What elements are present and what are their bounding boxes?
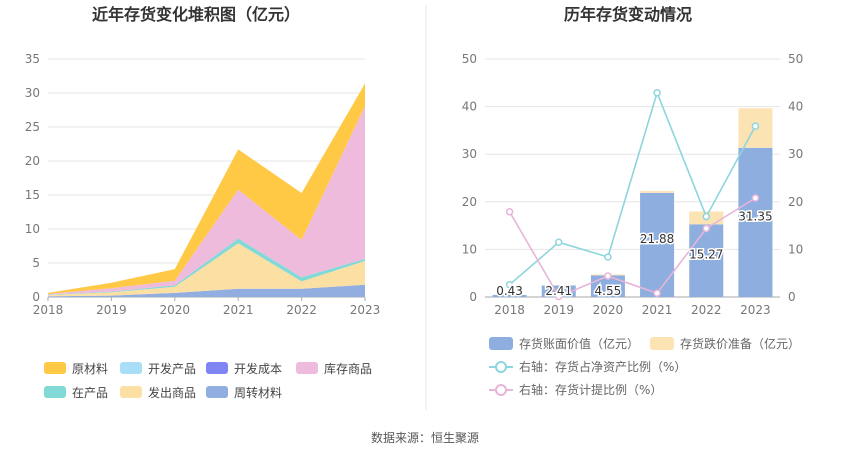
left-y-tick-label: 30 bbox=[25, 86, 40, 100]
right-y2-tick-label: 30 bbox=[788, 147, 803, 161]
line-net-asset-ratio bbox=[509, 90, 757, 286]
right-y2-tick-label: 20 bbox=[788, 195, 803, 209]
left-x-tick-label: 2018 bbox=[33, 303, 64, 317]
legend-label-impairment: 存货跌价准备（亿元） bbox=[680, 336, 800, 351]
left-legend-swatch bbox=[44, 386, 66, 398]
legend-swatch-impairment bbox=[650, 337, 674, 350]
right-x-tick-label: 2020 bbox=[593, 303, 624, 317]
right-x-tick-label: 2019 bbox=[543, 303, 574, 317]
legend-label-net-asset-ratio: 右轴：存货占净资产比例（%） bbox=[519, 359, 686, 374]
left-legend-label: 周转材料 bbox=[234, 385, 282, 400]
left-y-tick-label: 25 bbox=[25, 120, 40, 134]
line-provision-ratio bbox=[508, 197, 756, 298]
right-y-tick-label: 10 bbox=[462, 242, 477, 256]
left-y-tick-label: 35 bbox=[25, 52, 40, 66]
left-legend-swatch bbox=[44, 362, 66, 374]
bar-book-value bbox=[492, 294, 527, 297]
bar-book-value bbox=[738, 147, 773, 297]
bar-data-label: 21.88 bbox=[640, 232, 674, 246]
bar-data-label: 31.35 bbox=[738, 209, 772, 223]
left-legend-swatch bbox=[206, 386, 228, 398]
left-x-tick-label: 2022 bbox=[286, 303, 317, 317]
left-area-库存商品 bbox=[48, 105, 365, 295]
left-y-tick-label: 5 bbox=[32, 256, 40, 270]
bar-impairment bbox=[640, 190, 675, 193]
line-point bbox=[505, 280, 514, 289]
left-legend-label: 开发成本 bbox=[234, 361, 282, 376]
right-y-tick-label: 0 bbox=[469, 290, 477, 304]
source-note: 数据来源：恒生聚源 bbox=[371, 430, 479, 445]
left-y-tick-label: 0 bbox=[32, 290, 40, 304]
right-y-tick-label: 50 bbox=[462, 52, 477, 66]
left-x-tick-label: 2021 bbox=[223, 303, 254, 317]
left-x-tick-label: 2023 bbox=[350, 303, 381, 317]
bar-data-label: 2.41 bbox=[545, 284, 572, 298]
bar-data-label: 15.27 bbox=[689, 248, 723, 262]
left-legend-swatch bbox=[120, 386, 142, 398]
line-point bbox=[702, 212, 710, 221]
right-y2-tick-label: 10 bbox=[788, 242, 803, 256]
bar-book-value bbox=[689, 224, 724, 297]
line-point bbox=[555, 292, 563, 301]
left-legend-label: 库存商品 bbox=[324, 361, 372, 376]
right-x-tick-label: 2018 bbox=[494, 303, 525, 317]
line-point bbox=[555, 238, 563, 247]
legend-marker-provision-ratio bbox=[495, 384, 507, 396]
left-y-tick-label: 10 bbox=[25, 222, 40, 236]
legend-label-provision-ratio: 右轴：存货计提比例（%） bbox=[519, 382, 662, 397]
left-x-tick-label: 2020 bbox=[160, 303, 191, 317]
left-legend-label: 在产品 bbox=[72, 386, 108, 400]
left-legend-swatch bbox=[296, 362, 318, 374]
left-chart-title: 近年存货变化堆积图（亿元） bbox=[92, 5, 300, 24]
right-y-tick-label: 40 bbox=[462, 100, 477, 114]
left-legend-swatch bbox=[206, 362, 228, 374]
bar-book-value bbox=[640, 192, 675, 297]
line-point bbox=[653, 289, 661, 297]
line-point bbox=[702, 224, 710, 233]
left-legend-swatch bbox=[120, 362, 142, 374]
bar-data-label: 0.43 bbox=[496, 284, 523, 298]
legend-marker-net-asset-ratio bbox=[495, 361, 507, 373]
right-legend: 存货账面价值（亿元） 存货跌价准备（亿元） 右轴：存货占净资产比例（%） 右轴：… bbox=[489, 336, 800, 397]
bar-book-value bbox=[590, 275, 625, 297]
line-point bbox=[604, 253, 612, 261]
right-y-tick-label: 20 bbox=[462, 195, 477, 209]
right-chart-title: 历年存货变动情况 bbox=[564, 5, 692, 24]
left-legend-label: 开发产品 bbox=[148, 361, 196, 376]
right-y2-tick-label: 0 bbox=[788, 290, 796, 304]
left-legend-label: 发出商品 bbox=[148, 385, 196, 400]
legend-label-book-value: 存货账面价值（亿元） bbox=[519, 336, 639, 351]
left-y-tick-label: 20 bbox=[25, 154, 40, 168]
right-grid bbox=[485, 58, 780, 298]
legend-swatch-book-value bbox=[489, 337, 513, 350]
right-bars bbox=[492, 108, 773, 297]
right-x-tick-label: 2023 bbox=[740, 303, 771, 317]
left-axis: 0 5 10 15 20 25 30 35 2018 2019 2020 2021 2022 2023 bbox=[25, 52, 381, 317]
left-y-tick-label: 15 bbox=[25, 188, 40, 202]
line-point bbox=[751, 122, 760, 130]
right-data-labels: 0.43 2.41 4.55 21.88 15.27 31.35 bbox=[495, 208, 774, 300]
line-point bbox=[505, 208, 514, 216]
left-x-tick-label: 2019 bbox=[96, 303, 127, 317]
line-point bbox=[604, 272, 612, 280]
right-lines bbox=[505, 89, 760, 301]
right-chart: 历年存货变动情况 0.43 2.41 4.55 21.88 15.27 31.35 0 0 1… bbox=[462, 5, 804, 397]
right-x-tick-label: 2021 bbox=[642, 303, 673, 317]
bar-book-value bbox=[541, 285, 576, 297]
left-area-周转材料 bbox=[48, 284, 365, 297]
right-x-tick-label: 2022 bbox=[691, 303, 722, 317]
right-y-tick-label: 30 bbox=[462, 147, 477, 161]
left-chart: 近年存货变化堆积图（亿元） 0 5 10 15 20 25 30 35 2018 2019 2020… bbox=[25, 5, 381, 400]
left-legend-label: 原材料 bbox=[72, 362, 108, 376]
bar-data-label: 4.55 bbox=[595, 284, 622, 298]
line-point bbox=[751, 194, 760, 202]
line-point bbox=[653, 89, 661, 97]
right-y2-tick-label: 50 bbox=[788, 52, 803, 66]
left-area-发出商品 bbox=[48, 243, 365, 297]
left-areas bbox=[48, 83, 365, 297]
right-y2-tick-label: 40 bbox=[788, 100, 803, 114]
